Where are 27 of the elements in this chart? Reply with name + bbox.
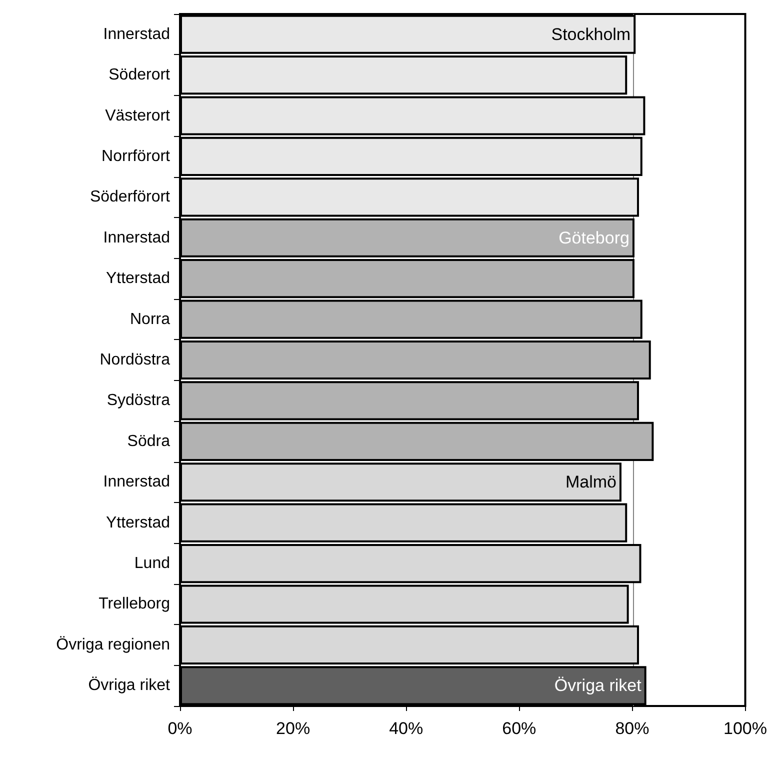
- x-tick-label: 60%: [502, 719, 536, 738]
- y-tick-label: Innerstad: [103, 26, 170, 43]
- y-tick-label: Norrförort: [102, 148, 171, 165]
- y-tick-label: Lund: [134, 555, 170, 572]
- y-tick-label: Innerstad: [103, 229, 170, 246]
- y-tick-label: Västerort: [105, 107, 171, 124]
- data-label: Malmö: [565, 472, 616, 492]
- x-tick-label: 40%: [389, 719, 424, 738]
- x-tick-label: 0%: [168, 719, 192, 738]
- y-tick-label: Söderort: [108, 66, 171, 84]
- x-tick-label: 20%: [276, 719, 310, 738]
- data-label: Göteborg: [558, 228, 630, 248]
- y-tick-label: Övriga regionen: [56, 635, 170, 654]
- y-tick-label: Trelleborg: [98, 596, 170, 613]
- y-tick-label: Söderförort: [90, 188, 171, 206]
- y-tick-label: Södra: [127, 432, 170, 450]
- y-tick-label: Innerstad: [103, 474, 170, 491]
- y-tick-label: Sydöstra: [106, 392, 170, 410]
- x-tick-label: 80%: [615, 719, 650, 738]
- data-label: Övriga riket: [554, 676, 642, 696]
- x-tick-label: 100%: [724, 719, 768, 738]
- y-tick-label: Övriga riket: [88, 676, 171, 694]
- y-tick-label: Ytterstad: [106, 270, 170, 288]
- y-tick-label: Nordöstra: [100, 352, 170, 368]
- data-label: Stockholm: [551, 24, 631, 44]
- y-tick-label: Norra: [130, 310, 170, 328]
- y-tick-label: Ytterstad: [106, 514, 170, 532]
